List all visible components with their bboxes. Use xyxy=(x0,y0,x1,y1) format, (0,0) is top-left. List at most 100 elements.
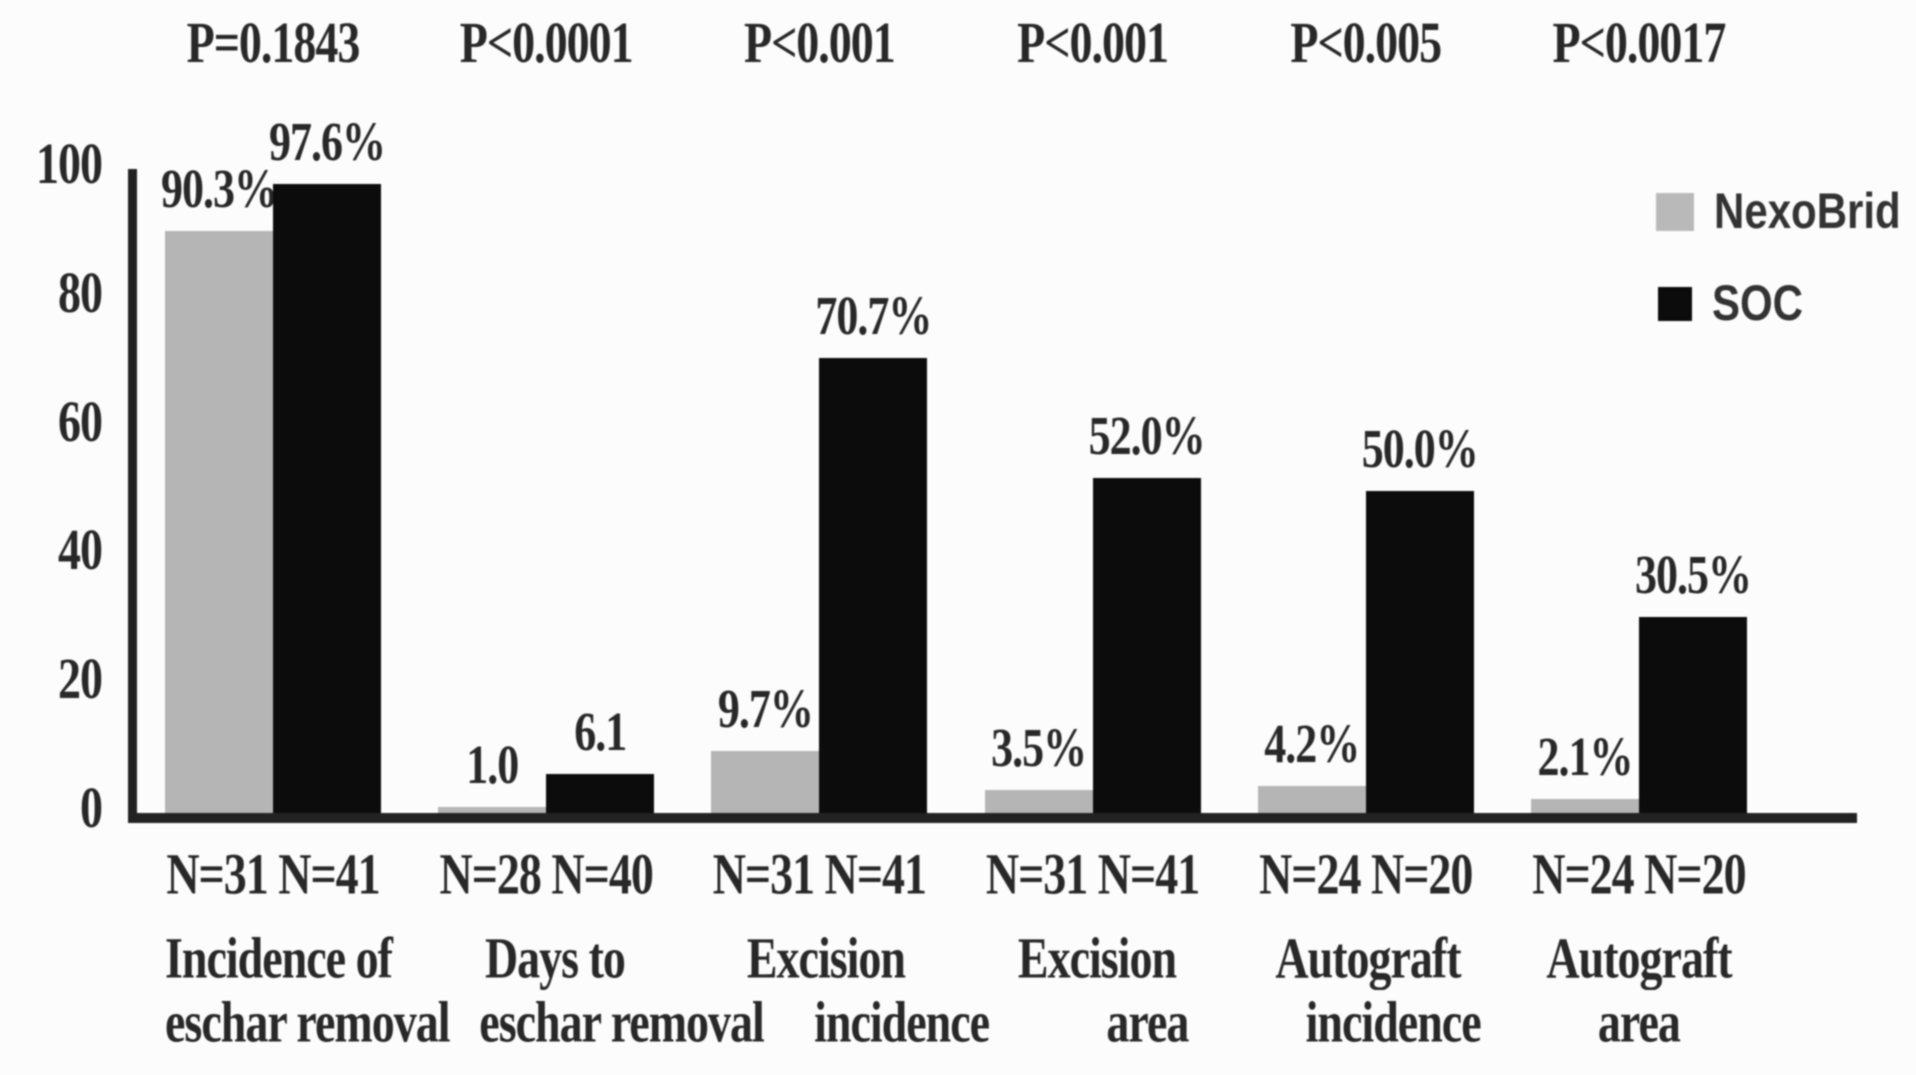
category-cell: Autograft xyxy=(1260,926,1476,992)
soc-bar-value-label: 97.6% xyxy=(269,111,386,174)
p-value-cell: P<0.0001 xyxy=(438,11,654,78)
sample-size-cell: N=31 N=41 xyxy=(165,842,381,908)
legend-item-nexobrid: NexoBrid xyxy=(1656,182,1901,239)
p-value-cell: P<0.001 xyxy=(985,11,1201,78)
sample-size-label: N=24 N=20 xyxy=(1532,841,1746,906)
category-cell: eschar removal xyxy=(165,990,451,1056)
legend-item-soc: SOC xyxy=(1656,274,1901,331)
soc-bar: 52.0% xyxy=(1089,405,1206,813)
nexobrid-bar: 1.0 xyxy=(438,734,547,813)
category-label-row-2: eschar removal eschar removal incidence … xyxy=(137,990,1857,1056)
sample-size-cell: N=31 N=41 xyxy=(711,842,927,908)
category-label: Autograft xyxy=(1546,925,1732,990)
legend-label-soc: SOC xyxy=(1712,274,1804,331)
nexobrid-bar-value-label: 4.2% xyxy=(1264,712,1360,775)
category-label: Days to xyxy=(484,925,626,990)
soc-bar: 50.0% xyxy=(1362,418,1479,813)
category-label: eschar removal xyxy=(479,989,765,1054)
p-value-label: P<0.0017 xyxy=(1552,10,1727,75)
nexobrid-bar-value-label: 2.1% xyxy=(1537,726,1633,789)
category-cell: Days to xyxy=(447,926,663,992)
category-cell: area xyxy=(1039,990,1255,1056)
category-label: Excision xyxy=(746,925,906,990)
bar-group-excision-incidence: 9.7% 70.7% xyxy=(711,169,932,813)
nexobrid-bar-value-label: 3.5% xyxy=(991,717,1087,780)
sample-size-cell: N=24 N=20 xyxy=(1531,842,1747,908)
p-value-label: P<0.001 xyxy=(743,10,896,75)
category-cell: Incidence of xyxy=(165,926,393,992)
sample-size-label: N=24 N=20 xyxy=(1259,841,1473,906)
p-value-label: P=0.1843 xyxy=(186,10,361,75)
sample-size-label: N=31 N=41 xyxy=(166,841,380,906)
nexobrid-bar-value-label: 90.3% xyxy=(161,158,278,221)
nexobrid-bar: 9.7% xyxy=(711,678,820,813)
soc-bar-value-label: 70.7% xyxy=(815,284,932,347)
bar-groups: 90.3% 97.6% 1.0 6.1 9.7% 70.7% xyxy=(137,111,1857,813)
soc-bar: 97.6% xyxy=(269,111,386,813)
p-value-cell: P<0.005 xyxy=(1258,11,1474,78)
bar-group-incidence-of-eschar-removal: 90.3% 97.6% xyxy=(161,111,386,813)
category-label: Autograft xyxy=(1275,925,1461,990)
nexobrid-bar: 3.5% xyxy=(984,717,1093,813)
plot-area: 90.3% 97.6% 1.0 6.1 9.7% 70.7% xyxy=(128,111,1857,823)
p-value-label: P<0.0001 xyxy=(459,10,634,75)
p-value-row: P=0.1843 P<0.0001 P<0.001 P<0.001 P<0.00… xyxy=(137,11,1857,78)
y-tick-label-100: 100 xyxy=(36,131,103,196)
bar-group-autograft-incidence: 4.2% 50.0% xyxy=(1257,169,1479,813)
category-cell: Excision xyxy=(989,926,1205,992)
bar-group-days-to-eschar-removal: 1.0 6.1 xyxy=(438,169,655,813)
soc-bar-value-label: 6.1 xyxy=(574,700,627,763)
soc-bar-value-label: 50.0% xyxy=(1361,418,1479,480)
nexobrid-swatch-icon xyxy=(1656,193,1694,231)
soc-bar-value-label: 30.5% xyxy=(1634,543,1752,606)
sample-size-cell: N=31 N=41 xyxy=(985,842,1201,908)
bar-group-autograft-area: 2.1% 30.5% xyxy=(1530,169,1752,813)
p-value-label: P<0.001 xyxy=(1017,10,1169,75)
category-cell: Excision xyxy=(718,926,934,992)
legend-label-nexobrid: NexoBrid xyxy=(1714,182,1901,239)
soc-bar: 6.1 xyxy=(546,701,655,813)
p-value-cell: P=0.1843 xyxy=(165,11,381,78)
category-label-row-1: Incidence of Days to Excision Excision A… xyxy=(137,926,1857,992)
soc-bar: 70.7% xyxy=(815,285,932,813)
category-cell: area xyxy=(1531,990,1747,1056)
y-tick-label-0: 0 xyxy=(80,775,103,840)
nexobrid-bar-value-label: 1.0 xyxy=(466,733,519,796)
soc-swatch-icon xyxy=(1658,287,1692,321)
sample-size-row: N=31 N=41 N=28 N=40 N=31 N=41 N=31 N=41 … xyxy=(137,842,1857,908)
nexobrid-bar: 2.1% xyxy=(1530,726,1639,813)
sample-size-cell: N=28 N=40 xyxy=(438,842,654,908)
p-value-cell: P<0.001 xyxy=(711,11,927,78)
p-value-label: P<0.005 xyxy=(1290,10,1442,75)
category-cell: incidence xyxy=(1285,990,1501,1056)
sample-size-label: N=31 N=41 xyxy=(985,841,1200,906)
sample-size-cell: N=24 N=20 xyxy=(1258,842,1474,908)
category-label: area xyxy=(1106,989,1189,1054)
y-tick-label-20: 20 xyxy=(58,646,103,711)
soc-bar-value-label: 52.0% xyxy=(1088,405,1206,467)
category-cell: eschar removal xyxy=(479,990,765,1056)
sample-size-label: N=31 N=41 xyxy=(712,841,927,906)
y-tick-label-80: 80 xyxy=(58,260,103,325)
nexobrid-bar: 90.3% xyxy=(161,158,278,813)
bar-group-excision-area: 3.5% 52.0% xyxy=(984,169,1206,813)
category-label: area xyxy=(1597,989,1681,1054)
category-cell: Autograft xyxy=(1531,926,1747,992)
nexobrid-bar-value-label: 9.7% xyxy=(717,677,814,740)
category-label: Incidence of xyxy=(165,925,393,990)
sample-size-label: N=28 N=40 xyxy=(439,841,654,906)
nexobrid-bar: 4.2% xyxy=(1257,713,1366,813)
category-label: eschar removal xyxy=(165,989,451,1054)
y-tick-label-60: 60 xyxy=(58,389,103,454)
soc-bar: 30.5% xyxy=(1635,544,1752,813)
y-axis: 100 80 60 40 20 0 xyxy=(0,132,120,839)
legend: NexoBrid SOC xyxy=(1656,182,1901,372)
category-label: incidence xyxy=(814,989,990,1054)
category-label: incidence xyxy=(1305,989,1482,1054)
category-label: Excision xyxy=(1017,925,1177,990)
y-tick-label-40: 40 xyxy=(58,517,103,582)
p-value-cell: P<0.0017 xyxy=(1531,11,1747,78)
category-cell: incidence xyxy=(794,990,1010,1056)
